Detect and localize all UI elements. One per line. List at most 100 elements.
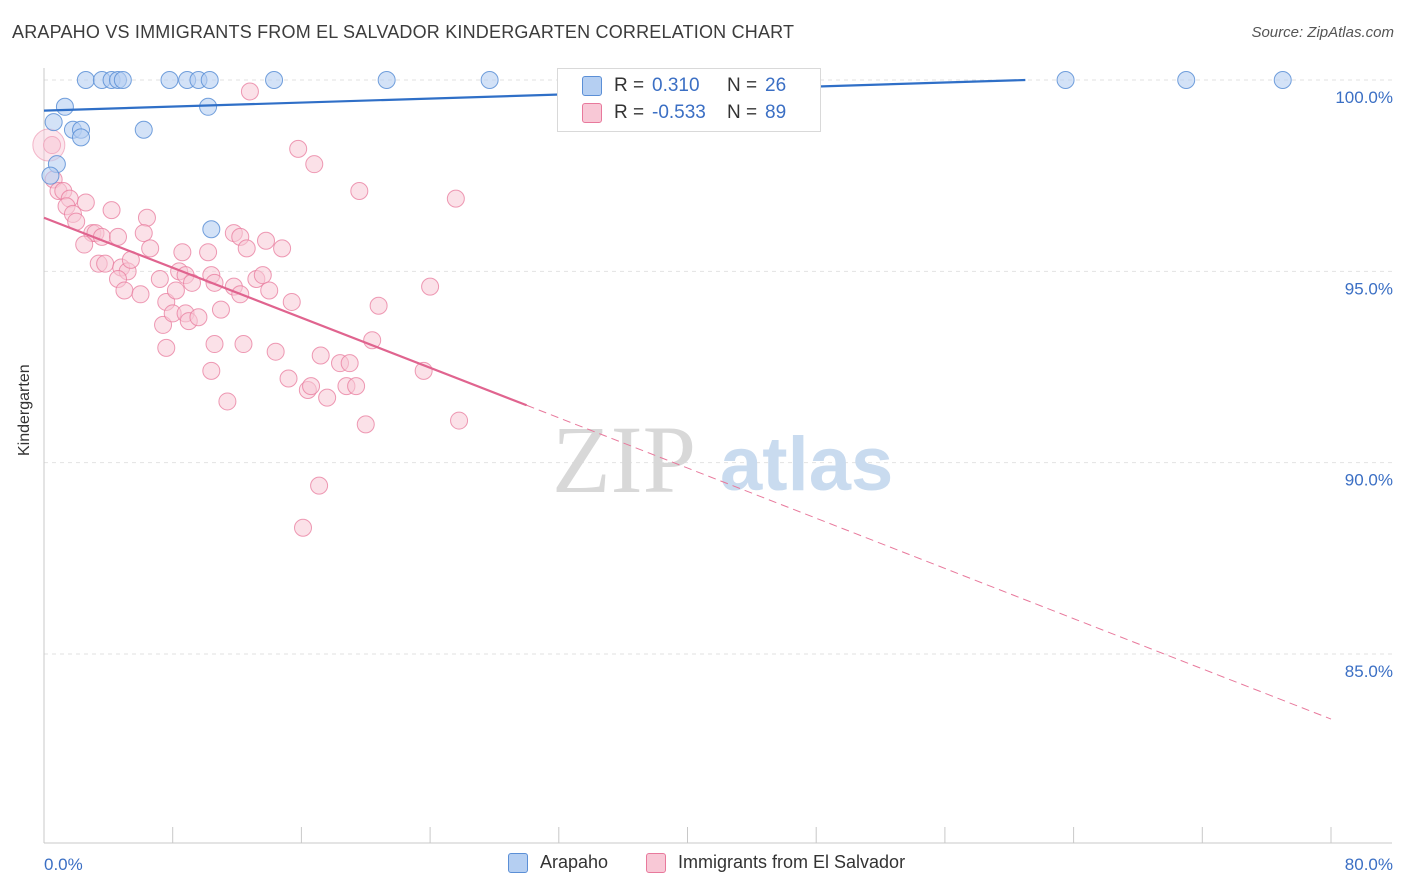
x-tick-label-min: 0.0% <box>44 855 83 874</box>
legend-n-label: N = <box>727 102 758 123</box>
y-axis-label: Kindergarten <box>16 364 33 456</box>
point-elsalvador <box>134 224 153 243</box>
point-elsalvador <box>273 239 292 258</box>
series-label-arapaho: Arapaho <box>540 852 609 872</box>
watermark-atlas: atlas <box>720 422 893 507</box>
point-elsalvador <box>279 369 298 388</box>
point-arapaho <box>199 97 218 116</box>
series-swatch-arapaho <box>508 852 528 873</box>
grid-lines <box>44 79 1392 655</box>
point-elsalvador <box>131 285 150 304</box>
point-elsalvador <box>141 239 160 258</box>
point-elsalvador <box>318 388 337 407</box>
point-elsalvador <box>253 266 272 285</box>
point-elsalvador <box>237 239 256 258</box>
y-tick-label: 100.0% <box>1335 88 1393 107</box>
legend-n-value: 89 <box>765 102 787 123</box>
point-arapaho <box>1177 71 1196 89</box>
trend-lines <box>43 78 1332 720</box>
x-tick-label-max: 80.0% <box>1345 855 1393 874</box>
point-arapaho <box>76 71 95 89</box>
series-legend-elsalvador[interactable]: Immigrants from El Salvador <box>646 852 905 873</box>
point-arapaho <box>377 71 396 89</box>
point-elsalvador <box>282 292 301 311</box>
watermark: ZIP atlas <box>552 406 893 513</box>
point-elsalvador <box>96 254 115 273</box>
point-elsalvador <box>202 361 221 380</box>
legend-r-value: 0.310 <box>652 75 700 96</box>
series-swatch-elsalvador <box>646 852 666 873</box>
point-elsalvador <box>199 243 218 262</box>
point-elsalvador <box>310 476 329 495</box>
point-elsalvador <box>43 136 62 155</box>
point-elsalvador <box>260 281 279 300</box>
legend-swatch-arapaho <box>582 76 602 96</box>
legend-row-arapaho: R = 0.310 N = 26 <box>582 74 786 98</box>
watermark-zip: ZIP <box>552 406 696 513</box>
point-elsalvador <box>311 346 330 365</box>
point-arapaho <box>41 166 60 185</box>
point-elsalvador <box>240 82 259 101</box>
legend-r-label: R = <box>614 75 645 96</box>
point-elsalvador <box>115 281 134 300</box>
y-tick-label: 90.0% <box>1345 471 1393 490</box>
legend-r-value: -0.533 <box>652 102 706 123</box>
point-elsalvador <box>205 273 224 292</box>
tick-labels: 100.0% 95.0% 90.0% 85.0% 0.0% 80.0% <box>44 88 1393 874</box>
y-tick-label: 95.0% <box>1345 279 1393 298</box>
series-label-elsalvador: Immigrants from El Salvador <box>678 852 906 872</box>
point-elsalvador <box>257 231 276 250</box>
point-arapaho <box>200 71 219 89</box>
trend-elsalvador <box>43 216 528 407</box>
point-elsalvador <box>347 377 366 396</box>
y-tick-label: 85.0% <box>1345 662 1393 681</box>
axes <box>43 68 1392 844</box>
point-elsalvador <box>205 335 224 354</box>
legend-row-elsalvador: R = -0.533 N = 89 <box>582 101 786 125</box>
series-legend-arapaho[interactable]: Arapaho <box>508 852 608 873</box>
point-elsalvador <box>421 277 440 296</box>
point-arapaho <box>55 97 74 116</box>
chart-title: ARAPAHO VS IMMIGRANTS FROM EL SALVADOR K… <box>12 22 795 42</box>
trend-arapaho <box>43 78 1026 112</box>
point-elsalvador <box>75 235 94 254</box>
point-elsalvador <box>356 415 375 434</box>
point-elsalvador <box>150 269 169 288</box>
series-elsalvador-points <box>32 82 469 537</box>
point-elsalvador <box>234 335 253 354</box>
point-arapaho <box>202 220 221 239</box>
point-arapaho <box>44 113 63 132</box>
point-arapaho <box>480 71 499 89</box>
point-elsalvador <box>218 392 237 411</box>
point-elsalvador <box>189 308 208 327</box>
point-elsalvador <box>266 342 285 361</box>
correlation-legend: R = 0.310 N = 26 R = -0.533 N = 89 <box>557 68 821 132</box>
point-elsalvador <box>76 193 95 212</box>
legend-n-label: N = <box>727 75 758 96</box>
point-arapaho <box>134 120 153 139</box>
point-elsalvador <box>157 338 176 357</box>
point-elsalvador <box>109 227 128 246</box>
point-arapaho <box>113 71 132 89</box>
point-elsalvador <box>294 518 313 537</box>
point-elsalvador <box>154 315 173 334</box>
point-elsalvador <box>302 377 321 396</box>
point-arapaho <box>1273 71 1292 89</box>
legend-r-label: R = <box>614 102 645 123</box>
point-elsalvador <box>305 155 324 174</box>
trend-elsalvador-extension <box>526 404 1332 720</box>
point-elsalvador <box>289 139 308 158</box>
point-elsalvador <box>350 181 369 200</box>
point-elsalvador <box>173 243 192 262</box>
point-elsalvador <box>340 354 359 373</box>
point-arapaho <box>265 71 284 89</box>
point-arapaho <box>72 128 91 147</box>
point-elsalvador <box>102 201 121 220</box>
point-elsalvador <box>446 189 465 208</box>
point-elsalvador <box>369 296 388 315</box>
point-elsalvador <box>166 281 185 300</box>
legend-swatch-elsalvador <box>582 103 602 123</box>
point-elsalvador <box>211 300 230 319</box>
point-arapaho <box>1056 71 1075 89</box>
